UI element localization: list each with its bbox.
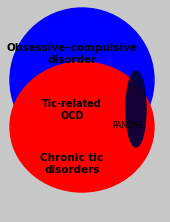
- Ellipse shape: [10, 8, 154, 152]
- Text: PANDAS: PANDAS: [113, 121, 143, 129]
- Ellipse shape: [126, 71, 146, 147]
- Text: Chronic tic
disorders: Chronic tic disorders: [40, 153, 104, 175]
- Ellipse shape: [10, 62, 154, 192]
- Text: Obsessive–compulsive
disorder: Obsessive–compulsive disorder: [7, 43, 137, 65]
- Text: Tic-related
OCD: Tic-related OCD: [42, 99, 102, 121]
